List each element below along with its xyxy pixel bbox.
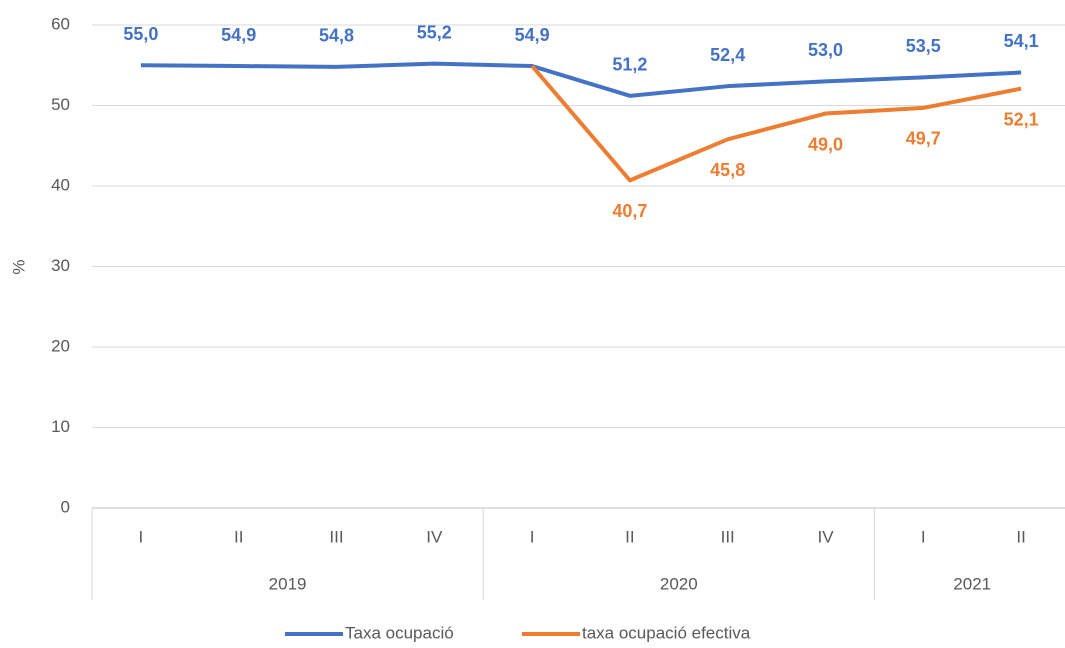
legend-label: taxa ocupació efectiva — [582, 623, 751, 642]
data-label: 54,8 — [319, 26, 354, 46]
x-tick-label: IV — [426, 527, 443, 546]
x-tick-label: I — [921, 527, 926, 546]
data-label: 49,0 — [808, 134, 843, 154]
x-tick-label: IV — [817, 527, 834, 546]
series-line — [140, 61, 1022, 98]
x-group-label: 2021 — [953, 574, 991, 593]
y-tick-label: 10 — [51, 417, 70, 436]
data-label: 52,4 — [710, 45, 745, 65]
data-label: 45,8 — [710, 160, 745, 180]
x-group-label: 2019 — [269, 574, 307, 593]
data-label: 53,5 — [906, 36, 941, 56]
data-label: 51,2 — [612, 55, 647, 75]
legend-label: Taxa ocupació — [345, 623, 454, 642]
x-tick-label: I — [530, 527, 535, 546]
y-axis-title: % — [9, 259, 28, 274]
x-tick-label: II — [1016, 527, 1025, 546]
y-tick-label: 0 — [61, 497, 70, 516]
data-label: 55,2 — [417, 22, 452, 42]
x-tick-label: II — [625, 527, 634, 546]
x-tick-label: III — [329, 527, 343, 546]
x-tick-label: II — [234, 527, 243, 546]
y-tick-label: 30 — [51, 256, 70, 275]
x-tick-label: I — [139, 527, 144, 546]
x-group-label: 2020 — [660, 574, 698, 593]
data-label: 52,1 — [1004, 109, 1039, 129]
data-label: 54,9 — [221, 25, 256, 45]
data-label: 54,9 — [515, 25, 550, 45]
x-tick-label: III — [721, 527, 735, 546]
y-tick-label: 20 — [51, 336, 70, 355]
data-label: 49,7 — [906, 129, 941, 149]
series-line — [530, 64, 1022, 183]
data-label: 55,0 — [123, 24, 158, 44]
y-tick-label: 60 — [51, 14, 70, 33]
y-tick-label: 50 — [51, 95, 70, 114]
data-label: 40,7 — [612, 201, 647, 221]
y-tick-label: 40 — [51, 175, 70, 194]
data-label: 53,0 — [808, 40, 843, 60]
data-label: 54,1 — [1004, 31, 1039, 51]
